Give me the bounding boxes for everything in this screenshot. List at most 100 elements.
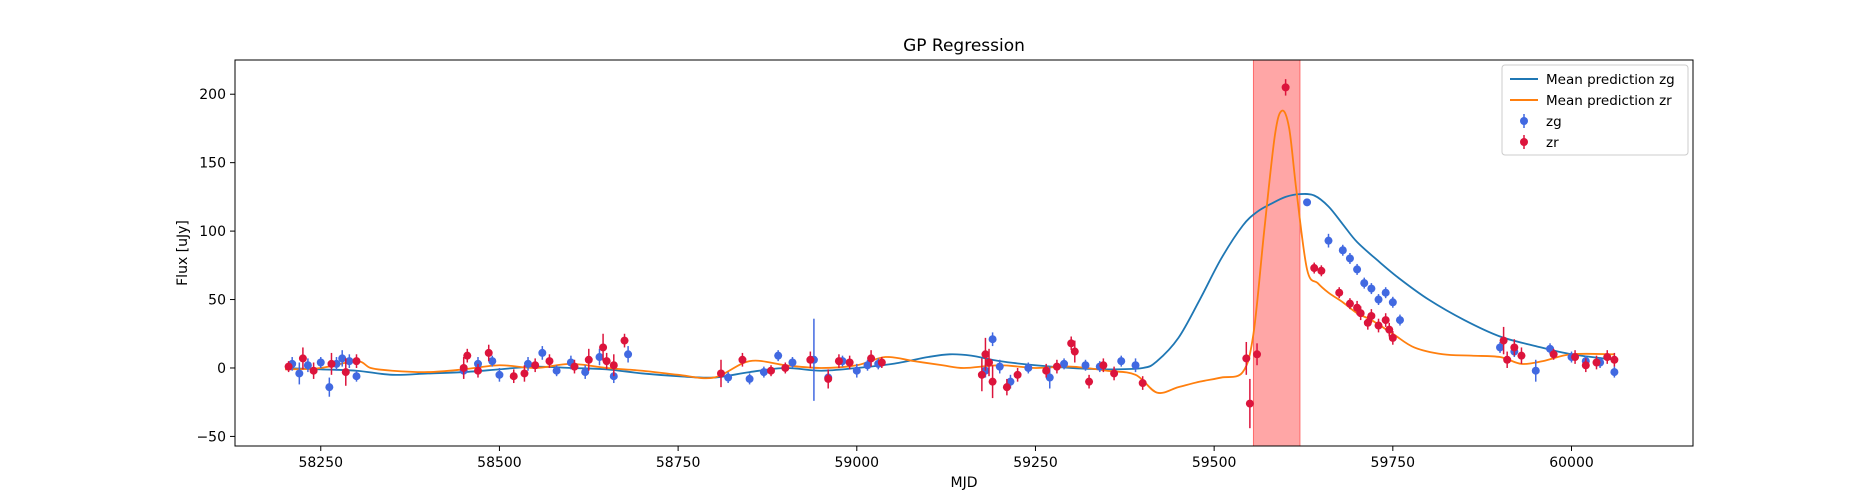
data-point-zg — [352, 372, 361, 381]
legend-box — [1501, 64, 1689, 156]
data-point-zg — [1610, 368, 1619, 377]
legend-label-zr: zr — [1546, 135, 1559, 151]
data-point-zr — [738, 355, 747, 364]
series-line-mean-prediction-zg — [284, 193, 1615, 379]
data-point-zr — [1052, 362, 1061, 371]
data-point-zr — [877, 358, 886, 367]
y-axis-label: Flux [uJy] — [175, 220, 191, 286]
data-point-zr — [1581, 361, 1590, 370]
y-tick-label: 50 — [208, 293, 226, 309]
data-point-zr — [1242, 354, 1251, 363]
data-point-zg — [852, 366, 861, 375]
series-points-zg — [288, 198, 1619, 401]
data-point-zg — [1338, 246, 1347, 255]
data-point-zg — [1381, 288, 1390, 297]
data-point-zr — [1345, 299, 1354, 308]
data-point-zr — [341, 368, 350, 377]
data-point-zr — [1367, 311, 1376, 320]
data-point-zg — [624, 350, 633, 359]
series-points-zr — [284, 79, 1619, 429]
x-tick-label: 58250 — [298, 455, 343, 471]
x-tick-label: 59500 — [1192, 455, 1237, 471]
data-point-zr — [1549, 350, 1558, 359]
data-point-zg — [759, 368, 768, 377]
data-point-zg — [995, 362, 1004, 371]
data-point-zg — [724, 373, 733, 382]
legend-marker-zg — [1520, 117, 1528, 125]
data-point-zr — [1042, 366, 1051, 375]
data-point-zg — [1081, 361, 1090, 370]
data-point-zg — [1388, 298, 1397, 307]
data-point-zr — [1356, 309, 1365, 318]
data-point-zg — [595, 353, 604, 362]
data-point-zg — [1360, 279, 1369, 288]
data-point-zr — [977, 370, 986, 379]
x-tick-label: 60000 — [1549, 455, 1594, 471]
y-tick-label: −50 — [196, 429, 226, 445]
data-point-zg — [552, 366, 561, 375]
data-point-zg — [1496, 343, 1505, 352]
data-point-zr — [609, 361, 618, 370]
data-point-zg — [1367, 284, 1376, 293]
y-tick-label: 200 — [199, 87, 226, 103]
data-point-zr — [1067, 339, 1076, 348]
data-point-zg — [1531, 366, 1540, 375]
data-point-zg — [495, 370, 504, 379]
data-point-zr — [1592, 358, 1601, 367]
chart-title: GP Regression — [903, 36, 1025, 56]
axis-ticks: 58250 58500 58750 59000 59250 59500 59750 60000… — [196, 87, 1593, 471]
data-point-zr — [352, 357, 361, 366]
data-point-zg — [1117, 357, 1126, 366]
data-point-zg — [524, 359, 533, 368]
data-point-zg — [295, 369, 304, 378]
data-point-zr — [1245, 399, 1254, 408]
x-tick-label: 58500 — [477, 455, 522, 471]
data-point-zg — [1303, 198, 1312, 207]
data-point-zr — [1281, 83, 1290, 92]
series-line-mean-prediction-zr — [284, 109, 1615, 394]
data-point-zr — [717, 369, 725, 378]
data-point-zr — [531, 361, 540, 370]
data-point-zg — [788, 358, 797, 367]
data-point-zg — [345, 357, 354, 366]
data-point-zr — [834, 357, 843, 366]
data-point-zr — [781, 363, 790, 372]
data-point-zr — [298, 354, 307, 363]
data-point-zr — [824, 374, 833, 383]
data-point-zr — [806, 355, 815, 364]
plot-area — [284, 60, 1619, 446]
data-point-zr — [1099, 361, 1108, 370]
data-point-zr — [1603, 353, 1612, 362]
data-point-zr — [1517, 351, 1526, 360]
data-point-zr — [988, 377, 997, 386]
y-tick-label: 150 — [199, 156, 226, 172]
data-point-zg — [1353, 265, 1362, 274]
data-point-zg — [988, 335, 997, 344]
data-point-zr — [1310, 264, 1319, 273]
data-point-zr — [1510, 343, 1519, 352]
data-point-zr — [284, 362, 293, 371]
data-point-zr — [484, 348, 493, 357]
data-point-zg — [1131, 361, 1140, 370]
data-point-zg — [1395, 316, 1404, 325]
data-point-zr — [1499, 336, 1508, 345]
data-point-zr — [1374, 321, 1383, 330]
data-point-zr — [1388, 333, 1397, 342]
legend-label-mean-prediction-zr: Mean prediction zr — [1546, 93, 1672, 109]
x-tick-label: 59250 — [1013, 455, 1058, 471]
data-point-zr — [1110, 369, 1119, 378]
data-point-zr — [1013, 370, 1022, 379]
data-point-zg — [538, 348, 547, 357]
data-point-zr — [1385, 325, 1394, 334]
data-point-zr — [1503, 355, 1512, 364]
data-point-zr — [1138, 379, 1147, 388]
data-point-zr — [620, 336, 629, 345]
data-point-zr — [867, 354, 876, 363]
data-point-zr — [1571, 353, 1580, 362]
data-point-zr — [1085, 377, 1094, 386]
data-point-zr — [509, 372, 518, 381]
data-point-zr — [1381, 316, 1390, 325]
data-point-zg — [581, 368, 590, 377]
data-point-zr — [474, 366, 482, 375]
x-axis-label: MJD — [951, 475, 978, 491]
